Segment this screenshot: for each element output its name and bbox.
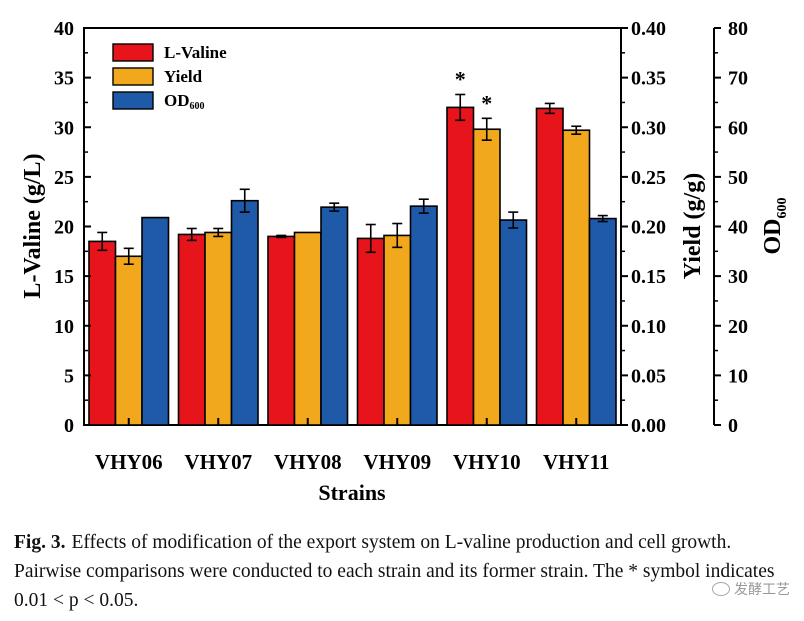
y-axis-left-title: L-Valine (g/L) xyxy=(20,153,46,298)
bar-vhy09-od600 xyxy=(409,205,438,426)
x-tick-label: VHY07 xyxy=(184,450,252,474)
significance-asterisk: * xyxy=(455,66,466,91)
bar-vhy10-od600 xyxy=(499,219,528,426)
bar-vhy10-l-valine xyxy=(446,106,475,426)
tick-label-left: 20 xyxy=(54,217,74,239)
x-tick-label: VHY09 xyxy=(363,450,431,474)
tick-label-right: 40 xyxy=(728,217,748,239)
legend-swatch xyxy=(112,67,154,86)
tick-label-middle: 0.25 xyxy=(631,167,666,189)
tick-label-middle: 0.20 xyxy=(631,217,666,239)
watermark-text: 发酵工艺 xyxy=(734,582,790,598)
caption-label: Fig. 3. xyxy=(14,532,66,553)
tick-label-middle: 0.30 xyxy=(631,117,666,139)
figure-caption: Fig. 3. Effects of modification of the ex… xyxy=(14,528,796,615)
tick-label-right: 0 xyxy=(728,415,738,437)
tick-label-left: 10 xyxy=(54,316,74,338)
bar-vhy08-yield xyxy=(293,231,322,426)
tick-label-right: 30 xyxy=(728,266,748,288)
tick-label-left: 35 xyxy=(54,68,74,90)
y-axis-middle-title: Yield (g/g) xyxy=(680,173,706,279)
tick-label-right: 60 xyxy=(728,117,748,139)
legend-label: OD600 xyxy=(164,91,205,112)
tick-label-left: 30 xyxy=(54,117,74,139)
tick-label-left: 15 xyxy=(54,266,74,288)
x-tick-label: VHY11 xyxy=(543,450,610,474)
tick-label-right: 50 xyxy=(728,167,748,189)
significance-asterisk: * xyxy=(481,90,492,115)
tick-label-middle: 0.15 xyxy=(631,266,666,288)
bar-vhy06-yield xyxy=(114,255,143,426)
y-axis-right-title-sub: 600 xyxy=(775,198,790,219)
tick-label-middle: 0.40 xyxy=(631,18,666,40)
bar-vhy07-od600 xyxy=(230,199,259,426)
watermark: 发酵工艺 xyxy=(712,579,790,599)
legend-label-text: Yield xyxy=(164,67,203,86)
bar-vhy11-l-valine xyxy=(535,107,564,426)
x-tick-label: VHY10 xyxy=(453,450,521,474)
x-axis-title: Strains xyxy=(318,480,386,505)
tick-label-right: 70 xyxy=(728,68,748,90)
x-tick-label: VHY06 xyxy=(95,450,163,474)
bar-vhy10-yield xyxy=(472,128,501,426)
x-tick-label: VHY08 xyxy=(274,450,342,474)
bar-vhy07-yield xyxy=(204,231,233,426)
y-axis-right-title: OD600 xyxy=(760,198,790,255)
tick-label-left: 40 xyxy=(54,18,74,40)
bar-vhy08-l-valine xyxy=(267,235,296,426)
bar-vhy06-l-valine xyxy=(88,240,117,426)
bar-vhy11-yield xyxy=(562,129,591,426)
tick-label-right: 10 xyxy=(728,365,748,387)
bars-group: ** xyxy=(88,66,617,426)
caption-text: Effects of modification of the export sy… xyxy=(14,532,775,611)
tick-label-middle: 0.05 xyxy=(631,365,666,387)
legend-swatch xyxy=(112,43,154,62)
legend-label-text: OD xyxy=(164,91,190,110)
legend-label: L-Valine xyxy=(164,43,227,62)
legend-label: Yield xyxy=(164,67,203,86)
bar-vhy08-od600 xyxy=(320,206,349,426)
tick-label-left: 0 xyxy=(64,415,74,437)
bar-vhy11-od600 xyxy=(588,217,617,426)
tick-label-middle: 0.10 xyxy=(631,316,666,338)
tick-label-middle: 0.00 xyxy=(631,415,666,437)
tick-label-middle: 0.35 xyxy=(631,68,666,90)
wechat-icon xyxy=(712,582,730,596)
tick-label-right: 80 xyxy=(728,18,748,40)
tick-label-left: 5 xyxy=(64,365,74,387)
tick-label-right: 20 xyxy=(728,316,748,338)
bar-vhy09-yield xyxy=(383,234,412,426)
y-axis-right-title-main: OD xyxy=(760,219,786,255)
bar-vhy06-od600 xyxy=(141,216,170,426)
bar-vhy09-l-valine xyxy=(356,237,385,426)
legend-swatch xyxy=(112,91,154,110)
legend-label-text: L-Valine xyxy=(164,43,227,62)
legend-label-subscript: 600 xyxy=(190,101,205,112)
bar-chart: ** 05101520253035400.000.050.100.150.200… xyxy=(20,18,790,505)
tick-label-left: 25 xyxy=(54,167,74,189)
ticks-group: 0 5 10 15 20 25 30 35 40 0.00 0.05 0.10 0.15 0.20 0.25… xyxy=(54,18,748,474)
bar-vhy07-l-valine xyxy=(177,233,206,426)
legend: L-Valine Yield OD600 xyxy=(112,43,227,112)
